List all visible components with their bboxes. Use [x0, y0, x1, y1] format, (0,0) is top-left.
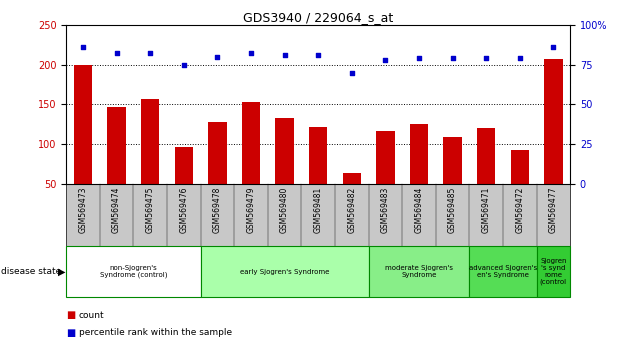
Text: ▶: ▶: [58, 267, 66, 277]
Text: early Sjogren's Syndrome: early Sjogren's Syndrome: [240, 269, 329, 275]
Bar: [208, 122, 227, 184]
Bar: [107, 107, 126, 184]
Bar: [275, 118, 294, 184]
Bar: [141, 99, 159, 184]
Text: Sjogren
's synd
rome
(control: Sjogren 's synd rome (control: [540, 258, 567, 285]
Point: [313, 52, 323, 58]
Text: ■: ■: [66, 328, 76, 338]
Point: [548, 44, 558, 50]
Text: percentile rank within the sample: percentile rank within the sample: [79, 328, 232, 337]
Text: advanced Sjogren's
en's Syndrome: advanced Sjogren's en's Syndrome: [469, 265, 537, 278]
Bar: [242, 102, 260, 184]
Bar: [376, 131, 394, 184]
Point: [179, 62, 189, 67]
Bar: [410, 124, 428, 184]
Bar: [74, 64, 92, 184]
Text: disease state: disease state: [1, 267, 62, 276]
Point: [515, 55, 525, 61]
Title: GDS3940 / 229064_s_at: GDS3940 / 229064_s_at: [243, 11, 393, 24]
Text: non-Sjogren's
Syndrome (control): non-Sjogren's Syndrome (control): [100, 265, 167, 279]
Bar: [477, 127, 495, 184]
Point: [481, 55, 491, 61]
Point: [447, 55, 457, 61]
Bar: [544, 59, 563, 184]
Point: [212, 54, 222, 59]
Text: count: count: [79, 310, 105, 320]
Point: [112, 51, 122, 56]
Point: [280, 52, 290, 58]
Point: [78, 44, 88, 50]
Bar: [309, 127, 328, 184]
Text: moderate Sjogren's
Syndrome: moderate Sjogren's Syndrome: [385, 265, 453, 278]
Point: [145, 51, 155, 56]
Point: [246, 51, 256, 56]
Bar: [444, 137, 462, 184]
Point: [381, 57, 391, 63]
Point: [346, 70, 357, 75]
Bar: [510, 150, 529, 184]
Text: ■: ■: [66, 310, 76, 320]
Bar: [175, 147, 193, 184]
Point: [414, 55, 424, 61]
Bar: [343, 173, 361, 184]
